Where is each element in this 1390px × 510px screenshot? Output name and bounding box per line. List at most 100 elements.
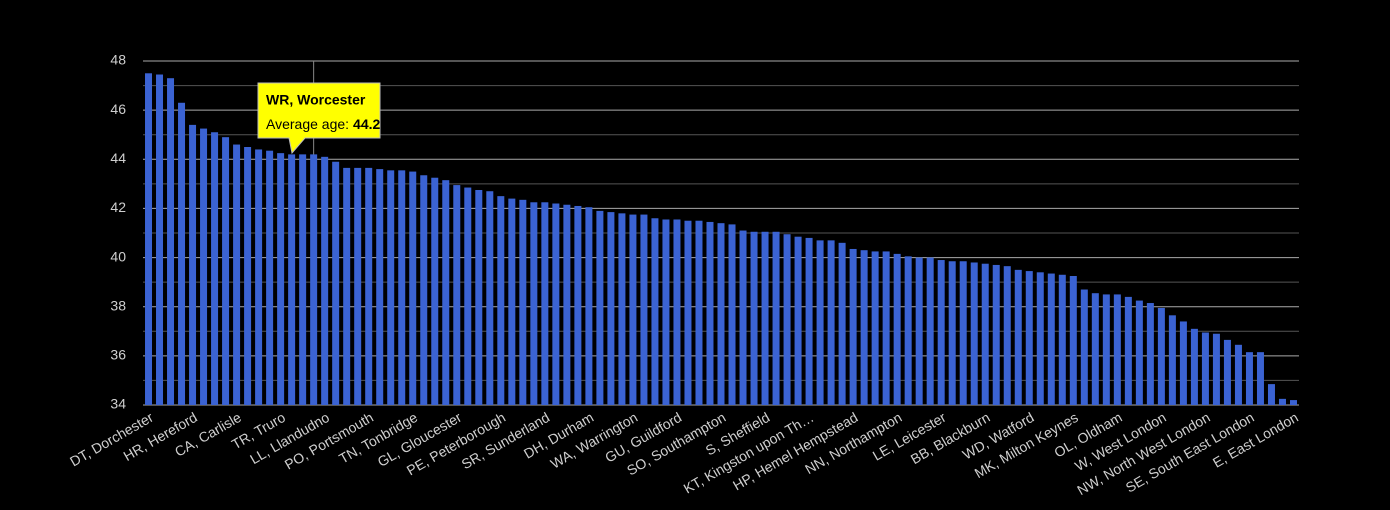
bar bbox=[728, 224, 736, 405]
bar bbox=[1025, 271, 1033, 405]
bar bbox=[783, 234, 791, 405]
bar bbox=[574, 205, 582, 405]
y-tick-label: 42 bbox=[110, 199, 126, 215]
bar bbox=[1223, 339, 1231, 405]
bar bbox=[772, 231, 780, 405]
bar bbox=[255, 149, 263, 405]
bar bbox=[442, 180, 450, 405]
bar bbox=[816, 240, 824, 405]
bar bbox=[981, 263, 989, 405]
bar bbox=[497, 196, 505, 405]
bar bbox=[398, 170, 406, 405]
bar bbox=[1135, 300, 1143, 405]
bar bbox=[464, 187, 472, 405]
bar bbox=[431, 177, 439, 405]
bar bbox=[277, 153, 285, 405]
bar bbox=[1014, 269, 1022, 405]
bar bbox=[420, 175, 428, 405]
bar bbox=[343, 167, 351, 405]
bar bbox=[1157, 307, 1165, 405]
bar bbox=[354, 167, 362, 405]
bar bbox=[1267, 384, 1275, 405]
bar bbox=[409, 171, 417, 405]
tooltip-body: Average age: 44.2 bbox=[266, 116, 380, 132]
bar bbox=[1245, 352, 1253, 405]
bar bbox=[882, 251, 890, 405]
bar bbox=[662, 219, 670, 405]
bar bbox=[332, 161, 340, 405]
bar bbox=[607, 212, 615, 405]
tooltip-title: WR, Worcester bbox=[266, 92, 366, 108]
bar bbox=[761, 231, 769, 405]
bar bbox=[684, 220, 692, 405]
tooltip-label: Average age: bbox=[266, 116, 349, 132]
tooltip: WR, Worcester Average age: 44.2 bbox=[257, 82, 381, 155]
y-tick-label: 36 bbox=[110, 347, 126, 363]
y-tick-label: 34 bbox=[110, 396, 126, 412]
bar bbox=[244, 147, 252, 405]
bar bbox=[838, 242, 846, 405]
bar bbox=[541, 202, 549, 405]
bar bbox=[915, 257, 923, 405]
bar bbox=[1047, 273, 1055, 405]
bar bbox=[970, 262, 978, 405]
bar bbox=[893, 253, 901, 405]
y-tick-label: 40 bbox=[110, 248, 126, 264]
bar bbox=[563, 204, 571, 405]
bar bbox=[1234, 344, 1242, 405]
bar bbox=[321, 156, 329, 405]
bar bbox=[519, 199, 527, 405]
bar bbox=[167, 78, 175, 405]
bar bbox=[673, 219, 681, 405]
bar bbox=[1146, 303, 1154, 405]
bar bbox=[750, 231, 758, 405]
bar bbox=[486, 191, 494, 405]
bar bbox=[475, 190, 483, 405]
bar bbox=[310, 154, 318, 405]
bar bbox=[1168, 315, 1176, 405]
bar bbox=[596, 210, 604, 405]
bar bbox=[1278, 398, 1286, 405]
tooltip-box bbox=[257, 82, 381, 155]
bar bbox=[288, 154, 296, 405]
bar bbox=[794, 236, 802, 405]
bar bbox=[508, 198, 516, 405]
bar bbox=[266, 150, 274, 405]
bar bbox=[189, 124, 197, 405]
bar bbox=[959, 261, 967, 405]
bar bbox=[992, 264, 1000, 405]
bar bbox=[222, 137, 230, 405]
bar bbox=[948, 261, 956, 405]
bar bbox=[376, 169, 384, 405]
bar bbox=[1212, 333, 1220, 405]
bar bbox=[552, 203, 560, 405]
bar bbox=[299, 154, 307, 405]
bar bbox=[156, 74, 164, 405]
bar bbox=[365, 167, 373, 405]
bar bbox=[739, 230, 747, 405]
y-tick-label: 46 bbox=[110, 101, 126, 117]
bar bbox=[1256, 352, 1264, 405]
y-tick-label: 48 bbox=[110, 52, 126, 68]
bar bbox=[1058, 274, 1066, 405]
bar bbox=[695, 220, 703, 405]
bar bbox=[211, 132, 219, 405]
bar bbox=[387, 170, 395, 405]
tooltip-value: 44.2 bbox=[353, 116, 380, 132]
bar bbox=[706, 221, 714, 405]
bar bbox=[1113, 294, 1121, 405]
bar bbox=[1102, 294, 1110, 405]
bar bbox=[1069, 276, 1077, 405]
bar bbox=[1036, 272, 1044, 405]
bar bbox=[904, 256, 912, 405]
bar bbox=[200, 128, 208, 406]
bar bbox=[1201, 332, 1209, 405]
bar bbox=[453, 185, 461, 405]
bar bbox=[717, 223, 725, 405]
bar bbox=[871, 251, 879, 405]
bar bbox=[585, 207, 593, 405]
bar bbox=[1003, 266, 1011, 405]
bar bbox=[233, 144, 241, 406]
bar bbox=[629, 214, 637, 405]
